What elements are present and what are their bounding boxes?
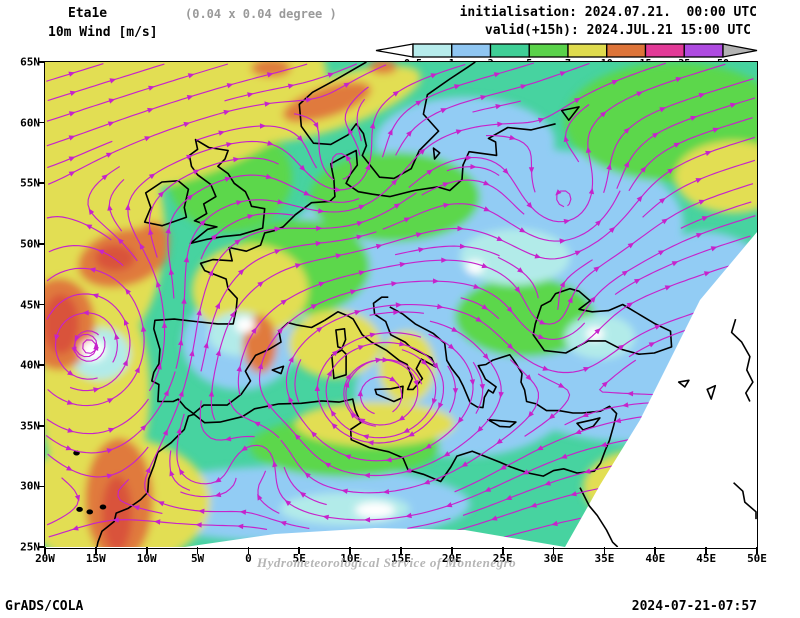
lat-label: 45N <box>20 298 40 311</box>
lat-tick <box>38 121 45 124</box>
initialisation-time: initialisation: 2024.07.21. 00:00 UTC <box>459 5 757 20</box>
lat-tick <box>38 364 45 366</box>
colorbar-segment <box>451 43 492 58</box>
lon-label: 20W <box>35 552 55 565</box>
colorbar-segment <box>528 43 569 58</box>
lon-tick <box>451 547 453 554</box>
grads-credit: GrADS/COLA <box>5 599 84 614</box>
lon-tick <box>145 547 148 554</box>
lon-label: 45E <box>696 552 717 565</box>
lon-label: 50E <box>747 552 767 565</box>
lat-label: 30N <box>20 479 40 493</box>
map-frame <box>44 61 758 549</box>
lon-tick <box>603 547 606 554</box>
lon-tick <box>654 547 657 554</box>
lon-label: 15E <box>391 552 411 565</box>
lon-label: 10W <box>136 552 157 565</box>
lat-label: 25N <box>20 540 40 554</box>
lon-tick <box>400 547 402 554</box>
lon-label: 10E <box>340 552 361 565</box>
creation-timestamp: 2024-07-21-07:57 <box>631 599 757 614</box>
lon-tick <box>44 547 46 554</box>
lat-tick <box>38 546 45 548</box>
lat-label: 60N <box>20 116 40 130</box>
lon-tick <box>247 547 250 554</box>
lat-tick <box>38 424 45 427</box>
variable-title: 10m Wind [m/s] <box>48 25 158 40</box>
colorbar-segment <box>489 43 530 58</box>
lat-label: 40N <box>20 358 40 372</box>
colorbar-arrow-below <box>375 43 414 58</box>
lon-label: 30E <box>543 552 564 565</box>
lon-tick <box>501 547 504 554</box>
wind-streamlines <box>45 62 756 539</box>
lat-tick <box>38 243 45 245</box>
coastlines <box>73 62 757 547</box>
lon-label: 20E <box>441 552 462 565</box>
lat-tick <box>38 485 45 488</box>
lat-tick <box>38 303 45 306</box>
colorbar-arrow-above <box>722 43 758 58</box>
lon-label: 5W <box>190 552 205 565</box>
lat-label: 35N <box>20 419 40 433</box>
colorbar-segment <box>567 43 608 58</box>
colorbar-svg <box>375 43 758 58</box>
grid-resolution: (0.04 x 0.04 degree ) <box>185 7 337 21</box>
data-void-region <box>185 232 757 547</box>
lon-tick <box>196 547 199 554</box>
lon-label: 35E <box>594 552 615 565</box>
lat-label: 55N <box>20 176 40 190</box>
colorbar-segment <box>644 43 685 58</box>
lon-tick <box>349 547 351 554</box>
lat-label: 50N <box>20 237 40 251</box>
colorbar-segment <box>683 43 724 58</box>
colorbar-segment <box>606 43 647 58</box>
lat-tick <box>38 61 45 63</box>
lon-tick <box>298 547 301 554</box>
model-name: Eta1e <box>68 6 108 21</box>
weather-map <box>45 62 757 547</box>
lon-tick <box>95 547 97 554</box>
lon-label: 15W <box>85 552 106 565</box>
colorbar-segment <box>412 43 453 58</box>
lon-label: 25E <box>492 552 513 565</box>
lon-label: 40E <box>645 552 666 565</box>
valid-time: valid(+15h): 2024.JUL.21 15:00 UTC <box>484 23 751 38</box>
lon-tick <box>552 547 555 554</box>
lat-label: 65N <box>20 55 40 69</box>
lon-tick <box>756 547 758 554</box>
lat-tick <box>38 182 45 185</box>
lon-label: 5E <box>292 552 306 565</box>
lon-label: 0 <box>245 552 252 565</box>
watermark: Hydrometeorological Service of Montenegr… <box>257 555 517 570</box>
lon-tick <box>705 547 707 554</box>
